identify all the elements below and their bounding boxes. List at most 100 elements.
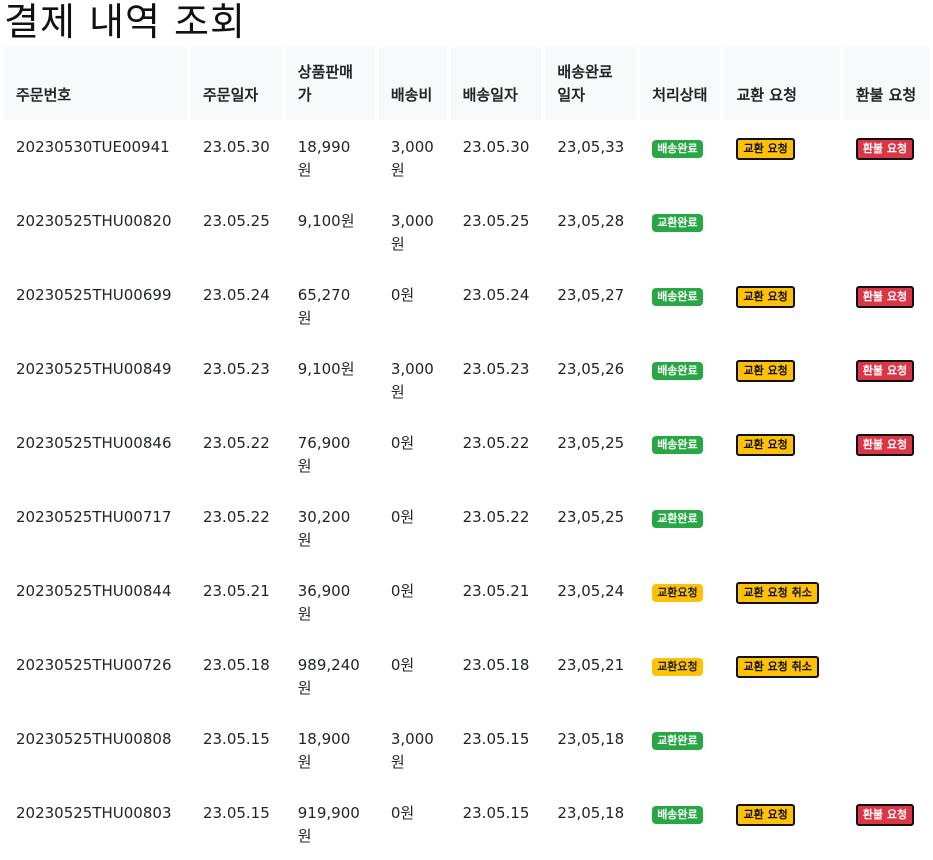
order-date-cell: 23.05.18 (202, 656, 270, 674)
table-row: 20230525THU00808 23.05.15 18,900원 3,000원 23.… (4, 712, 933, 786)
exchange-request-button[interactable]: 교환 요청 (736, 360, 795, 382)
order-no-cell: 20230525THU00803 (16, 804, 172, 822)
price-cell: 65,270원 (297, 286, 351, 327)
refund-cell (844, 712, 933, 786)
column-header-ship-date: 배송일자 (450, 47, 546, 120)
exchange-request-button[interactable]: 교환 요청 (736, 804, 795, 826)
delivered-date-cell: 23,05,18 (557, 730, 625, 748)
order-no-cell: 20230525THU00849 (16, 360, 172, 378)
exchange-cell: 교환 요청 (724, 786, 843, 860)
column-header-order-date: 주문일자 (190, 47, 286, 120)
exchange-cell: 교환 요청 취소 (724, 638, 843, 712)
status-cell: 교환완료 (640, 490, 724, 564)
delivered-date-cell: 23,05,25 (557, 434, 625, 452)
shipping-fee-cell: 0원 (390, 286, 415, 304)
table-row: 20230525THU00846 23.05.22 76,900원 0원 23.05.2… (4, 416, 933, 490)
ship-date-cell: 23.05.25 (462, 212, 530, 230)
shipping-fee-cell: 0원 (390, 656, 415, 674)
refund-cell: 환불 요청 (844, 268, 933, 342)
exchange-request-button[interactable]: 교환 요청 (736, 286, 795, 308)
exchange-cell (724, 712, 843, 786)
exchange-request-button[interactable]: 교환 요청 (736, 138, 795, 160)
order-no-cell: 20230525THU00844 (16, 582, 172, 600)
price-cell: 18,990원 (297, 138, 351, 179)
order-no-cell: 20230525THU00808 (16, 730, 172, 748)
price-cell: 989,240원 (297, 656, 360, 697)
order-date-cell: 23.05.21 (202, 582, 270, 600)
order-date-cell: 23.05.30 (202, 138, 270, 156)
column-header-price: 상품판매가 (285, 47, 379, 120)
order-no-cell: 20230525THU00846 (16, 434, 172, 452)
ship-date-cell: 23.05.22 (462, 508, 530, 526)
status-cell: 교환요청 (640, 564, 724, 638)
status-cell: 교환완료 (640, 712, 724, 786)
refund-cell (844, 638, 933, 712)
delivered-date-cell: 23,05,33 (557, 138, 625, 156)
exchange-cell: 교환 요청 (724, 268, 843, 342)
refund-request-button[interactable]: 환불 요청 (855, 360, 915, 382)
status-badge: 교환요청 (652, 658, 703, 676)
status-cell: 교환완료 (640, 194, 724, 268)
price-cell: 9,100원 (297, 212, 355, 230)
ship-date-cell: 23.05.22 (462, 434, 530, 452)
status-badge: 배송완료 (652, 436, 703, 454)
status-badge: 배송완료 (652, 362, 703, 380)
delivered-date-cell: 23,05,24 (557, 582, 625, 600)
delivered-date-cell: 23,05,28 (557, 212, 625, 230)
status-badge: 배송완료 (652, 140, 703, 158)
refund-cell (844, 194, 933, 268)
table-row: 20230525THU00717 23.05.22 30,200원 0원 23.05.2… (4, 490, 933, 564)
table-row: 20230525THU00844 23.05.21 36,900원 0원 23.05.2… (4, 564, 933, 638)
status-cell: 배송완료 (640, 268, 724, 342)
column-header-exchange: 교환 요청 (724, 47, 844, 120)
refund-request-button[interactable]: 환불 요청 (855, 138, 915, 160)
order-date-cell: 23.05.25 (202, 212, 270, 230)
shipping-fee-cell: 3,000원 (390, 138, 434, 179)
order-date-cell: 23.05.24 (202, 286, 270, 304)
status-cell: 배송완료 (640, 120, 724, 194)
exchange-request-button[interactable]: 교환 요청 (736, 434, 795, 456)
price-cell: 30,200원 (297, 508, 351, 549)
status-badge: 배송완료 (652, 806, 703, 824)
ship-date-cell: 23.05.23 (462, 360, 530, 378)
refund-request-button[interactable]: 환불 요청 (855, 804, 915, 826)
price-cell: 76,900원 (297, 434, 351, 475)
order-date-cell: 23.05.15 (202, 804, 270, 822)
ship-date-cell: 23.05.30 (462, 138, 530, 156)
exchange-cell: 교환 요청 (724, 416, 843, 490)
order-no-cell: 20230525THU00726 (16, 656, 172, 674)
payment-history-table: 주문번호 주문일자 상품판매가 배송비 배송일자 배송완료일자 처리상태 교환 … (4, 47, 933, 860)
table-row: 20230525THU00726 23.05.18 989,240원 0원 23.05.… (4, 638, 933, 712)
order-no-cell: 20230530TUE00941 (16, 138, 170, 156)
exchange-cell (724, 194, 843, 268)
refund-request-button[interactable]: 환불 요청 (855, 434, 915, 456)
table-header-row: 주문번호 주문일자 상품판매가 배송비 배송일자 배송완료일자 처리상태 교환 … (4, 47, 933, 120)
order-date-cell: 23.05.15 (202, 730, 270, 748)
column-header-status: 처리상태 (640, 47, 725, 120)
column-header-delivered-date: 배송완료일자 (545, 47, 641, 120)
order-date-cell: 23.05.22 (202, 434, 270, 452)
status-cell: 배송완료 (640, 786, 724, 860)
delivered-date-cell: 23,05,26 (557, 360, 625, 378)
cancel-exchange-request-button[interactable]: 교환 요청 취소 (736, 582, 819, 604)
refund-request-button[interactable]: 환불 요청 (855, 286, 915, 308)
table-body: 20230530TUE00941 23.05.30 18,990원 3,000원 23.… (4, 120, 933, 860)
delivered-date-cell: 23,05,27 (557, 286, 625, 304)
table-row: 20230525THU00803 23.05.15 919,900원 0원 23.05.… (4, 786, 933, 860)
column-header-order-no: 주문번호 (4, 47, 191, 120)
status-badge: 교환요청 (652, 584, 703, 602)
exchange-cell (724, 490, 843, 564)
refund-cell: 환불 요청 (844, 342, 933, 416)
delivered-date-cell: 23,05,21 (557, 656, 625, 674)
exchange-cell: 교환 요청 (724, 120, 843, 194)
shipping-fee-cell: 0원 (390, 582, 415, 600)
refund-cell: 환불 요청 (844, 786, 933, 860)
order-date-cell: 23.05.23 (202, 360, 270, 378)
ship-date-cell: 23.05.15 (462, 730, 530, 748)
ship-date-cell: 23.05.21 (462, 582, 530, 600)
table-row: 20230525THU00820 23.05.25 9,100원 3,000원 23.0… (4, 194, 933, 268)
status-badge: 교환완료 (652, 732, 703, 750)
cancel-exchange-request-button[interactable]: 교환 요청 취소 (736, 656, 819, 678)
price-cell: 36,900원 (297, 582, 351, 623)
table-row: 20230525THU00699 23.05.24 65,270원 0원 23.05.2… (4, 268, 933, 342)
